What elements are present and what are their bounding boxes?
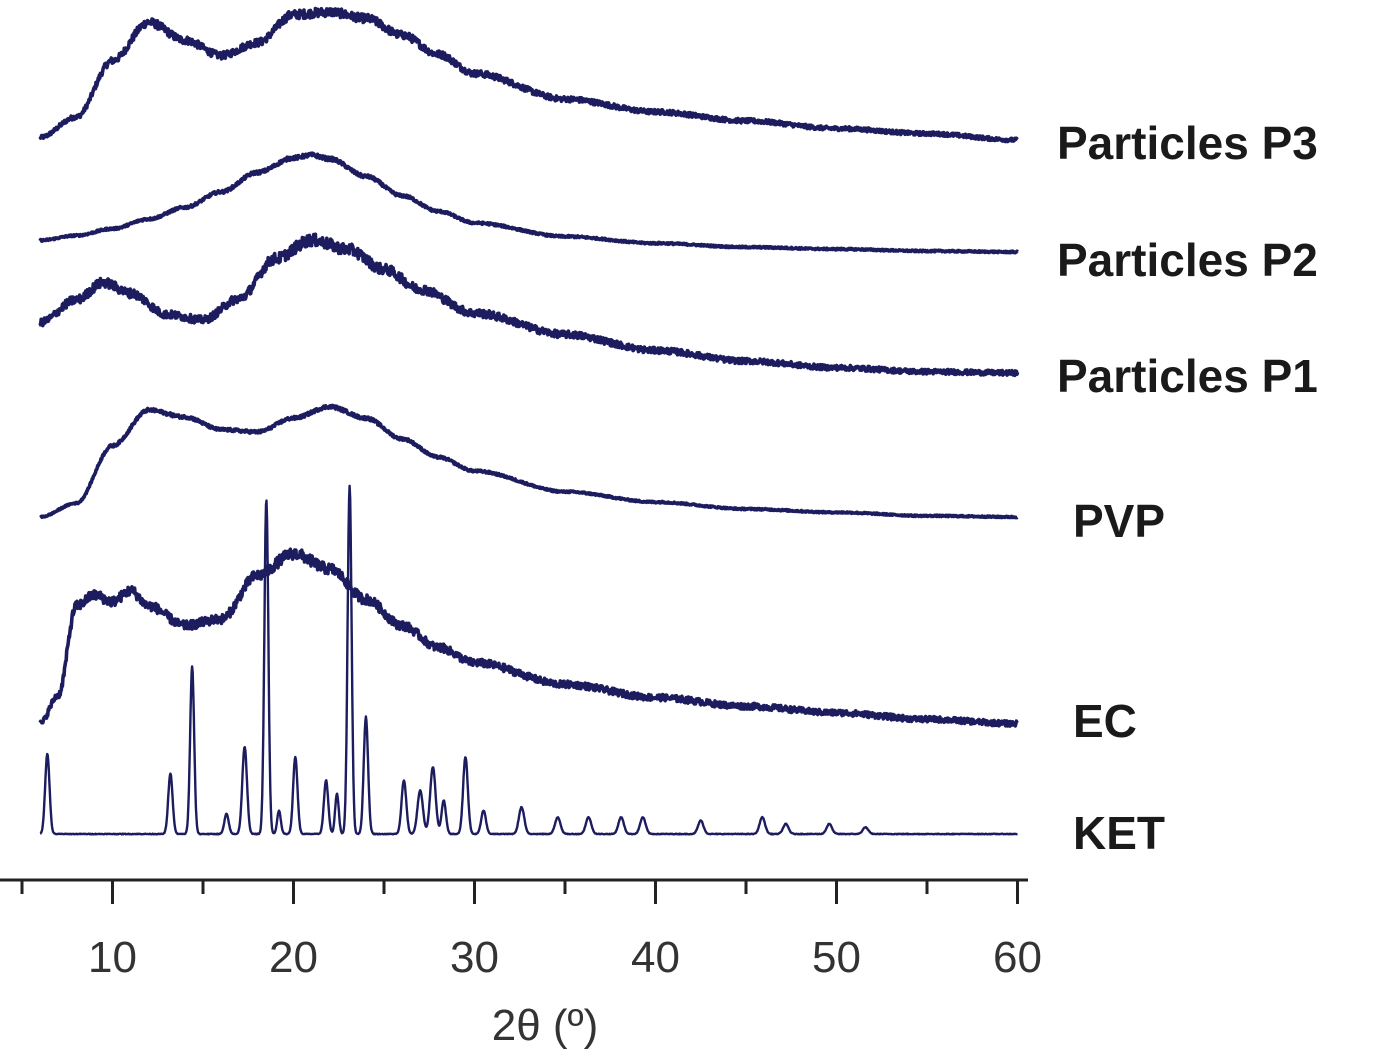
x-tick-label: 50 — [812, 933, 861, 982]
series-label-particles-p2: Particles P2 — [1057, 234, 1318, 286]
series-line-particles-p1 — [38, 232, 1020, 378]
x-axis-ticks — [20, 880, 1019, 904]
series-label-pvp: PVP — [1073, 495, 1165, 547]
series-label-ec: EC — [1073, 695, 1137, 747]
series-line-pvp — [38, 403, 1019, 520]
series-line-ket — [39, 484, 1019, 836]
series-label-particles-p3: Particles P3 — [1057, 117, 1318, 169]
series-label-particles-p1: Particles P1 — [1057, 350, 1318, 402]
x-tick-label: 20 — [269, 933, 318, 982]
series-line-ec — [38, 547, 1019, 728]
traces-group — [38, 6, 1020, 836]
series-line-particles-p3 — [38, 6, 1019, 144]
series-labels-group: Particles P3 Particles P2 Particles P1 PVP E… — [1057, 117, 1318, 859]
x-axis: 10 20 30 40 50 60 — [0, 878, 1042, 982]
x-tick-label: 40 — [631, 933, 680, 982]
series-label-ket: KET — [1073, 807, 1165, 859]
series-line-particles-p2 — [38, 151, 1019, 255]
x-tick-label: 60 — [993, 933, 1042, 982]
x-tick-label: 30 — [450, 933, 499, 982]
x-axis-title: 2θ (º) — [492, 1001, 599, 1050]
x-tick-labels: 10 20 30 40 50 60 — [88, 933, 1042, 982]
x-tick-label: 10 — [88, 933, 137, 982]
